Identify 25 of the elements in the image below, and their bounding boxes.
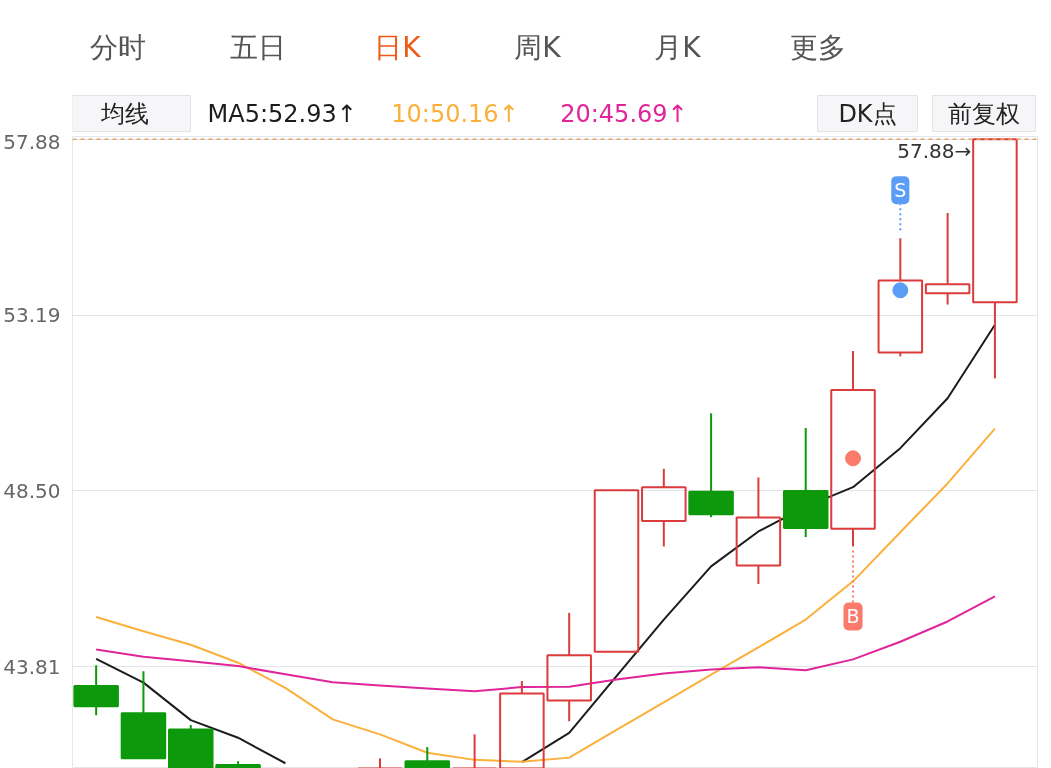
candlestick	[735, 476, 782, 585]
candlestick	[641, 467, 687, 548]
text: 月K	[654, 31, 702, 64]
candlestick	[830, 350, 876, 548]
y-tick-label: 43.81	[3, 654, 61, 679]
annotation: S	[894, 179, 907, 202]
text: DK点	[838, 99, 897, 128]
line-series	[95, 427, 996, 763]
annotation: 57.88→	[897, 139, 972, 164]
text: 周K	[514, 31, 562, 64]
text: 10:50.16↑	[391, 99, 519, 128]
text: 均线	[99, 99, 149, 128]
candlestick	[924, 212, 971, 306]
text: 五日	[229, 31, 286, 64]
y-tick-label: 48.50	[3, 478, 61, 503]
y-tick-label: 53.19	[3, 303, 61, 328]
text: MA5:52.93↑	[207, 99, 357, 128]
chart-title: 日K	[374, 31, 422, 64]
text: 更多	[789, 31, 846, 64]
y-tick-label: 57.88	[3, 129, 61, 154]
annotation: B	[846, 605, 860, 628]
text: 分时	[89, 31, 146, 64]
text: 20:45.69↑	[560, 99, 688, 128]
text: 前复权	[947, 99, 1020, 128]
line-series	[95, 595, 996, 693]
